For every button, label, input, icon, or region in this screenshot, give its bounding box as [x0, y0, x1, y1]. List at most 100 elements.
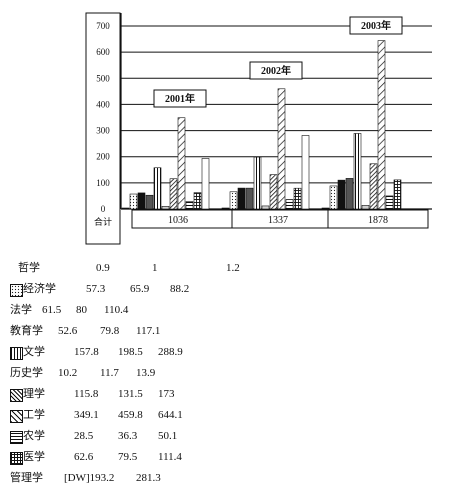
legend-value: [DW]193.2: [64, 472, 115, 484]
year-label-box: [349, 16, 403, 35]
legend-label: 法学: [10, 304, 32, 316]
y-tick-label: 0: [101, 204, 106, 214]
bar-2-3: [345, 178, 354, 210]
legend-value: 131.5: [118, 388, 143, 400]
legend-value: 281.3: [136, 472, 161, 484]
legend-label: 文学: [23, 346, 45, 358]
bar-2-0: [321, 207, 330, 210]
legend-value: 0.9: [96, 262, 110, 274]
bar-2-5: [361, 205, 370, 210]
year-label-box: [249, 61, 303, 80]
bar-2-9: [393, 179, 402, 210]
legend-value: 61.5: [42, 304, 62, 316]
legend-value: 110.4: [104, 304, 129, 316]
legend-value: 65.9: [130, 283, 150, 295]
y-tick-label: 200: [96, 152, 110, 162]
legend-row: 哲学 0.9 1 1.2: [6, 258, 446, 279]
bar-0-5: [161, 206, 170, 210]
legend-swatch: [10, 452, 23, 465]
year-label: 2002年: [261, 64, 291, 77]
bar-1-5: [261, 205, 270, 210]
legend-value: 459.8: [118, 409, 143, 421]
legend-value: 198.5: [118, 346, 143, 358]
bar-1-0: [221, 207, 230, 210]
bar-0-6: [169, 178, 178, 210]
bar-2-6: [369, 163, 378, 210]
legend-row: 工学 349.1 459.8 644.1: [6, 405, 446, 426]
bar-1-7: [277, 88, 286, 210]
legend-value: 173: [158, 388, 175, 400]
legend-swatch: [10, 410, 23, 423]
bar-chart: 700 600 500 400 300 200 100 0 合计 1036 2001年 1337 200…: [85, 12, 432, 245]
legend-value: 52.6: [58, 325, 78, 337]
legend-value: 13.9: [136, 367, 156, 379]
year-label-box: [153, 89, 207, 108]
y-tick-label: 400: [96, 99, 110, 109]
legend-value: 115.8: [74, 388, 99, 400]
y-tick-label: 500: [96, 73, 110, 83]
legend-value: 36.3: [118, 430, 138, 442]
bar-1-4: [253, 156, 262, 210]
bar-2-1: [329, 185, 338, 210]
legend-value: 288.9: [158, 346, 183, 358]
legend-value: 644.1: [158, 409, 183, 421]
legend-label: 农学: [23, 430, 45, 442]
total-value: 1878: [368, 215, 388, 226]
legend-row: 理学 115.8 131.5 173: [6, 384, 446, 405]
legend-row: 教育学 52.6 79.8 117.1: [6, 321, 446, 342]
legend-row: 管理学 [DW]193.2 281.3: [6, 468, 446, 489]
legend-label: 哲学: [18, 262, 40, 274]
bar-0-9: [193, 192, 202, 210]
year-label: 2001年: [165, 92, 195, 105]
totals-row: [131, 209, 429, 229]
legend-value: 1.2: [226, 262, 240, 274]
legend-value: 10.2: [58, 367, 78, 379]
legend-label: 经济学: [23, 283, 56, 295]
legend-value: 11.7: [100, 367, 119, 379]
year-label: 2003年: [361, 19, 391, 32]
bar-1-2: [237, 187, 246, 210]
total-axis-label: 合计: [94, 216, 112, 227]
legend-label: 教育学: [10, 325, 43, 337]
legend-value: 79.8: [100, 325, 120, 337]
legend-value: 88.2: [170, 283, 190, 295]
legend-row: 经济学 57.3 65.9 88.2: [6, 279, 446, 300]
bar-0-7: [177, 117, 186, 210]
legend-row: 农学 28.5 36.3 50.1: [6, 426, 446, 447]
legend-label: 历史学: [10, 367, 43, 379]
legend-label: 管理学: [10, 472, 43, 484]
legend-label: 医学: [23, 451, 45, 463]
legend-row: 文学 157.8 198.5 288.9: [6, 342, 446, 363]
legend-swatch: [10, 389, 23, 402]
legend-value: 1: [152, 262, 158, 274]
bar-0-8: [185, 201, 194, 210]
bar-1-10: [301, 135, 310, 210]
bar-2-2: [337, 179, 346, 210]
legend: 哲学 0.9 1 1.2 经济学 57.3 65.9 88.2 法学 61.5 80 110.4 教育学…: [6, 258, 446, 489]
bar-0-10: [201, 158, 210, 210]
bar-0-4: [153, 167, 162, 210]
bar-1-9: [293, 187, 302, 210]
legend-value: 80: [76, 304, 87, 316]
legend-value: 349.1: [74, 409, 99, 421]
y-axis-box: [85, 12, 121, 245]
legend-swatch: [10, 347, 23, 360]
legend-value: 79.5: [118, 451, 138, 463]
y-tick-label: 100: [96, 178, 110, 188]
bar-1-1: [229, 191, 238, 210]
total-value: 1337: [268, 215, 288, 226]
y-tick-label: 600: [96, 47, 110, 57]
bar-2-4: [353, 133, 362, 210]
legend-row: 医学 62.6 79.5 111.4: [6, 447, 446, 468]
bar-2-8: [385, 195, 394, 210]
total-value: 1036: [168, 215, 188, 226]
legend-value: 50.1: [158, 430, 178, 442]
bar-1-3: [245, 187, 254, 210]
bar-0-2: [137, 192, 146, 210]
y-tick-label: 300: [96, 126, 110, 136]
legend-swatch: [10, 284, 23, 297]
legend-label: 理学: [23, 388, 45, 400]
legend-value: 57.3: [86, 283, 106, 295]
legend-value: 111.4: [158, 451, 182, 463]
bar-0-1: [129, 193, 138, 210]
